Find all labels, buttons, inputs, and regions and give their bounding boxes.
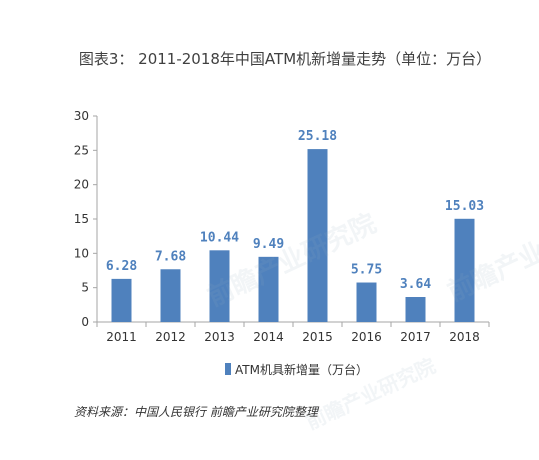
x-tick-label: 2015 <box>302 330 333 344</box>
data-label: 5.75 <box>351 263 382 278</box>
chart-legend: ATM机具新增量（万台） <box>225 361 368 377</box>
y-tick-label: 0 <box>81 315 89 329</box>
x-tick-label: 2012 <box>155 330 186 344</box>
y-tick-label: 30 <box>74 109 89 123</box>
bar-2015 <box>307 149 328 322</box>
x-tick-label: 2011 <box>106 330 137 344</box>
bar-2014 <box>258 256 279 322</box>
x-tick-label: 2018 <box>449 330 480 344</box>
y-tick-label: 5 <box>81 281 89 295</box>
chart-title: 图表3： 2011-2018年中国ATM机新增量走势（单位：万台） <box>78 50 492 68</box>
legend-swatch <box>225 363 231 375</box>
y-tick-label: 15 <box>74 212 89 226</box>
data-label: 25.18 <box>298 129 337 144</box>
x-tick-label: 2016 <box>351 330 382 344</box>
y-tick-label: 20 <box>74 178 89 192</box>
data-label: 7.68 <box>155 249 186 264</box>
bar-2018 <box>454 218 475 322</box>
legend-label: ATM机具新增量（万台） <box>235 362 368 377</box>
data-label: 15.03 <box>445 199 484 214</box>
data-label: 3.64 <box>400 277 431 292</box>
x-tick-label: 2017 <box>400 330 431 344</box>
y-tick-label: 25 <box>74 143 89 157</box>
bar-2017 <box>405 297 426 322</box>
bar-2016 <box>356 282 377 322</box>
data-label: 10.44 <box>200 230 239 245</box>
source-note: 资料来源：中国人民银行 前瞻产业研究院整理 <box>74 405 318 419</box>
x-tick-label: 2013 <box>204 330 235 344</box>
y-tick-label: 10 <box>74 246 89 260</box>
data-label: 6.28 <box>106 259 137 274</box>
bar-2011 <box>111 278 132 322</box>
data-label: 9.49 <box>253 237 284 252</box>
bar-2012 <box>160 269 181 322</box>
bar-2013 <box>209 250 230 322</box>
x-tick-label: 2014 <box>253 330 284 344</box>
